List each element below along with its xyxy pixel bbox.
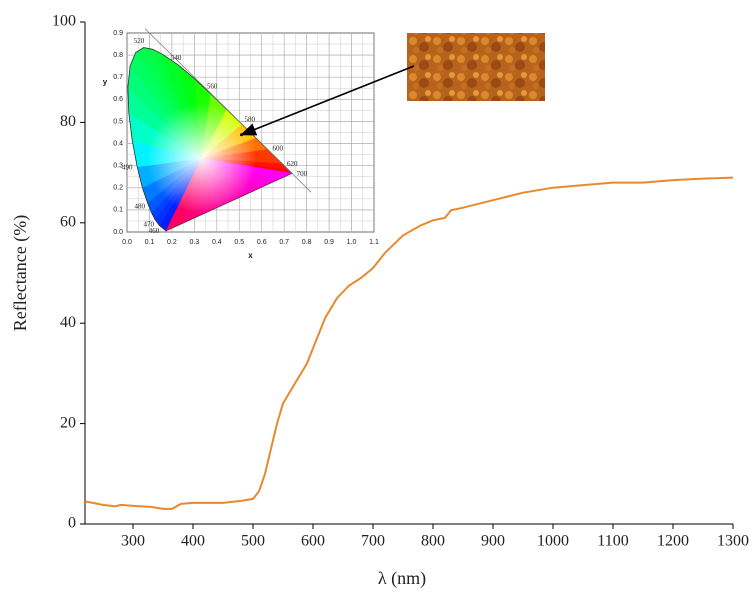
- x-tick-label: 0.9: [324, 239, 334, 246]
- y-tick-label: 0.4: [113, 140, 123, 147]
- x-tick-label: 1.0: [347, 239, 357, 246]
- x-axis-label: x: [248, 251, 253, 260]
- y-tick-label: 80: [60, 113, 76, 130]
- x-tick-label: 0.1: [145, 239, 155, 246]
- wavelength-label: 470: [144, 220, 155, 228]
- y-axis-label: Reflectance (%): [10, 215, 31, 331]
- x-tick-label: 0.4: [212, 239, 222, 246]
- x-tick-label: 900: [481, 533, 505, 550]
- y-tick-label: 0.0: [113, 229, 123, 236]
- x-tick-label: 1200: [657, 533, 689, 550]
- sample-photo: [407, 33, 545, 101]
- reflectance-line: [84, 176, 734, 510]
- x-tick-label: 800: [421, 533, 445, 550]
- gamut: [127, 47, 293, 232]
- wavelength-label: 460: [149, 227, 160, 235]
- y-tick-label: 0.3: [113, 163, 123, 170]
- x-tick-label: 0.8: [302, 239, 312, 246]
- wavelength-label: 580: [244, 116, 255, 124]
- x-tick-label: 1300: [717, 533, 749, 550]
- x-plus-y-line: [144, 28, 312, 193]
- y-tick-label: 60: [60, 213, 76, 230]
- x-tick-label: 300: [121, 533, 145, 550]
- x-tick-label: 500: [241, 533, 265, 550]
- x-tick-label: 700: [361, 533, 385, 550]
- sample-point: [240, 133, 244, 137]
- x-axis-label: λ (nm): [378, 568, 426, 589]
- wavelength-label: 490: [122, 163, 133, 171]
- y-axis-label: y: [103, 78, 108, 87]
- y-tick-label: 0.6: [113, 96, 123, 103]
- wavelength-label: 540: [171, 54, 182, 62]
- y-tick-label: 20: [60, 414, 76, 431]
- x-tick-label: 1.1: [369, 239, 379, 246]
- y-tick-label: 0.1: [113, 207, 123, 214]
- y-tick-label: 0.9: [113, 30, 123, 37]
- wavelength-label: 560: [207, 83, 218, 91]
- y-tick-label: 0.5: [113, 118, 123, 125]
- x-tick-label: 400: [181, 533, 205, 550]
- wavelength-label: 520: [134, 37, 145, 45]
- x-tick-label: 1000: [537, 533, 569, 550]
- y-tick-label: 100: [52, 13, 76, 30]
- x-tick-label: 1100: [597, 533, 628, 550]
- wavelength-label: 600: [272, 144, 283, 152]
- y-tick-label: 0.8: [113, 52, 123, 59]
- wavelength-label: 620: [287, 160, 298, 168]
- x-tick-label: 0.7: [279, 239, 289, 246]
- purple-line: [165, 173, 293, 232]
- x-tick-label: 0.0: [122, 239, 132, 246]
- y-tick-label: 0.7: [113, 74, 123, 81]
- y-tick-label: 0: [68, 515, 76, 532]
- x-tick-label: 0.6: [257, 239, 267, 246]
- wavelength-label: 700: [297, 170, 308, 178]
- white-center: [146, 103, 257, 214]
- wavelength-label: 480: [135, 203, 146, 211]
- y-tick-label: 40: [60, 314, 76, 331]
- x-tick-label: 0.5: [234, 239, 244, 246]
- pointer-arrow: [240, 65, 415, 136]
- x-tick-label: 0.2: [167, 239, 177, 246]
- x-tick-label: 600: [301, 533, 325, 550]
- x-tick-label: 0.3: [189, 239, 199, 246]
- y-tick-label: 0.2: [113, 185, 123, 192]
